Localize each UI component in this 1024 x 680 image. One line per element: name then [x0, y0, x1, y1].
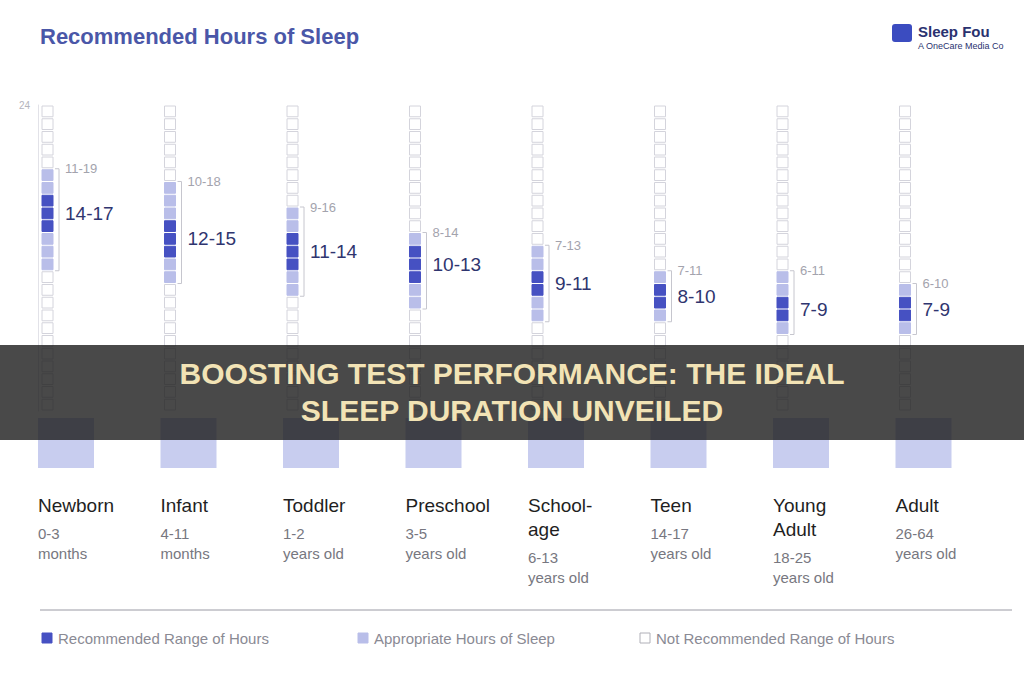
svg-text:3-5: 3-5	[406, 525, 428, 542]
svg-text:A OneCare Media Co: A OneCare Media Co	[918, 41, 1004, 51]
svg-text:9-11: 9-11	[555, 273, 592, 294]
svg-text:years old: years old	[651, 545, 712, 562]
svg-text:Adult: Adult	[773, 519, 817, 540]
svg-text:months: months	[161, 545, 210, 562]
svg-text:9-16: 9-16	[310, 200, 336, 215]
svg-text:6-11: 6-11	[800, 263, 825, 278]
svg-text:SLEEP DURATION UNVEILED: SLEEP DURATION UNVEILED	[301, 394, 723, 427]
svg-text:6-10: 6-10	[923, 276, 949, 291]
svg-text:years old: years old	[283, 545, 344, 562]
svg-text:Toddler: Toddler	[283, 495, 346, 516]
svg-text:years old: years old	[773, 569, 834, 586]
svg-text:years old: years old	[406, 545, 467, 562]
svg-text:School-: School-	[528, 495, 592, 516]
svg-text:7-9: 7-9	[800, 299, 827, 320]
svg-text:8-14: 8-14	[433, 225, 459, 240]
svg-text:age: age	[528, 519, 560, 540]
svg-text:months: months	[38, 545, 87, 562]
svg-text:11-14: 11-14	[310, 241, 358, 262]
svg-text:1-2: 1-2	[283, 525, 305, 542]
svg-text:7-11: 7-11	[678, 263, 703, 278]
svg-text:Adult: Adult	[896, 495, 940, 516]
svg-text:Sleep Fou: Sleep Fou	[918, 23, 990, 40]
svg-text:10-18: 10-18	[188, 174, 221, 189]
svg-text:0-3: 0-3	[38, 525, 60, 542]
svg-text:Not Recommended Range of Hours: Not Recommended Range of Hours	[656, 630, 894, 647]
svg-text:11-19: 11-19	[65, 161, 97, 176]
svg-text:6-13: 6-13	[528, 549, 558, 566]
svg-text:Newborn: Newborn	[38, 495, 114, 516]
svg-text:Young: Young	[773, 495, 826, 516]
svg-text:BOOSTING TEST PERFORMANCE: THE: BOOSTING TEST PERFORMANCE: THE IDEAL	[179, 357, 844, 390]
svg-text:14-17: 14-17	[651, 525, 689, 542]
svg-text:Teen: Teen	[651, 495, 692, 516]
svg-text:7-13: 7-13	[555, 238, 581, 253]
svg-text:24: 24	[19, 100, 31, 111]
svg-text:26-64: 26-64	[896, 525, 934, 542]
svg-text:years old: years old	[896, 545, 957, 562]
svg-text:Recommended Range of Hours: Recommended Range of Hours	[58, 630, 269, 647]
svg-text:8-10: 8-10	[678, 286, 716, 307]
svg-text:18-25: 18-25	[773, 549, 811, 566]
svg-text:years old: years old	[528, 569, 589, 586]
svg-text:Appropriate Hours of Sleep: Appropriate Hours of Sleep	[374, 630, 555, 647]
svg-text:12-15: 12-15	[188, 228, 237, 249]
svg-text:Preschool: Preschool	[406, 495, 491, 516]
svg-text:7-9: 7-9	[923, 299, 950, 320]
svg-text:Recommended Hours of Sleep: Recommended Hours of Sleep	[40, 24, 359, 49]
svg-text:Infant: Infant	[161, 495, 209, 516]
svg-text:14-17: 14-17	[65, 203, 114, 224]
svg-text:10-13: 10-13	[433, 254, 482, 275]
svg-text:4-11: 4-11	[161, 525, 190, 542]
